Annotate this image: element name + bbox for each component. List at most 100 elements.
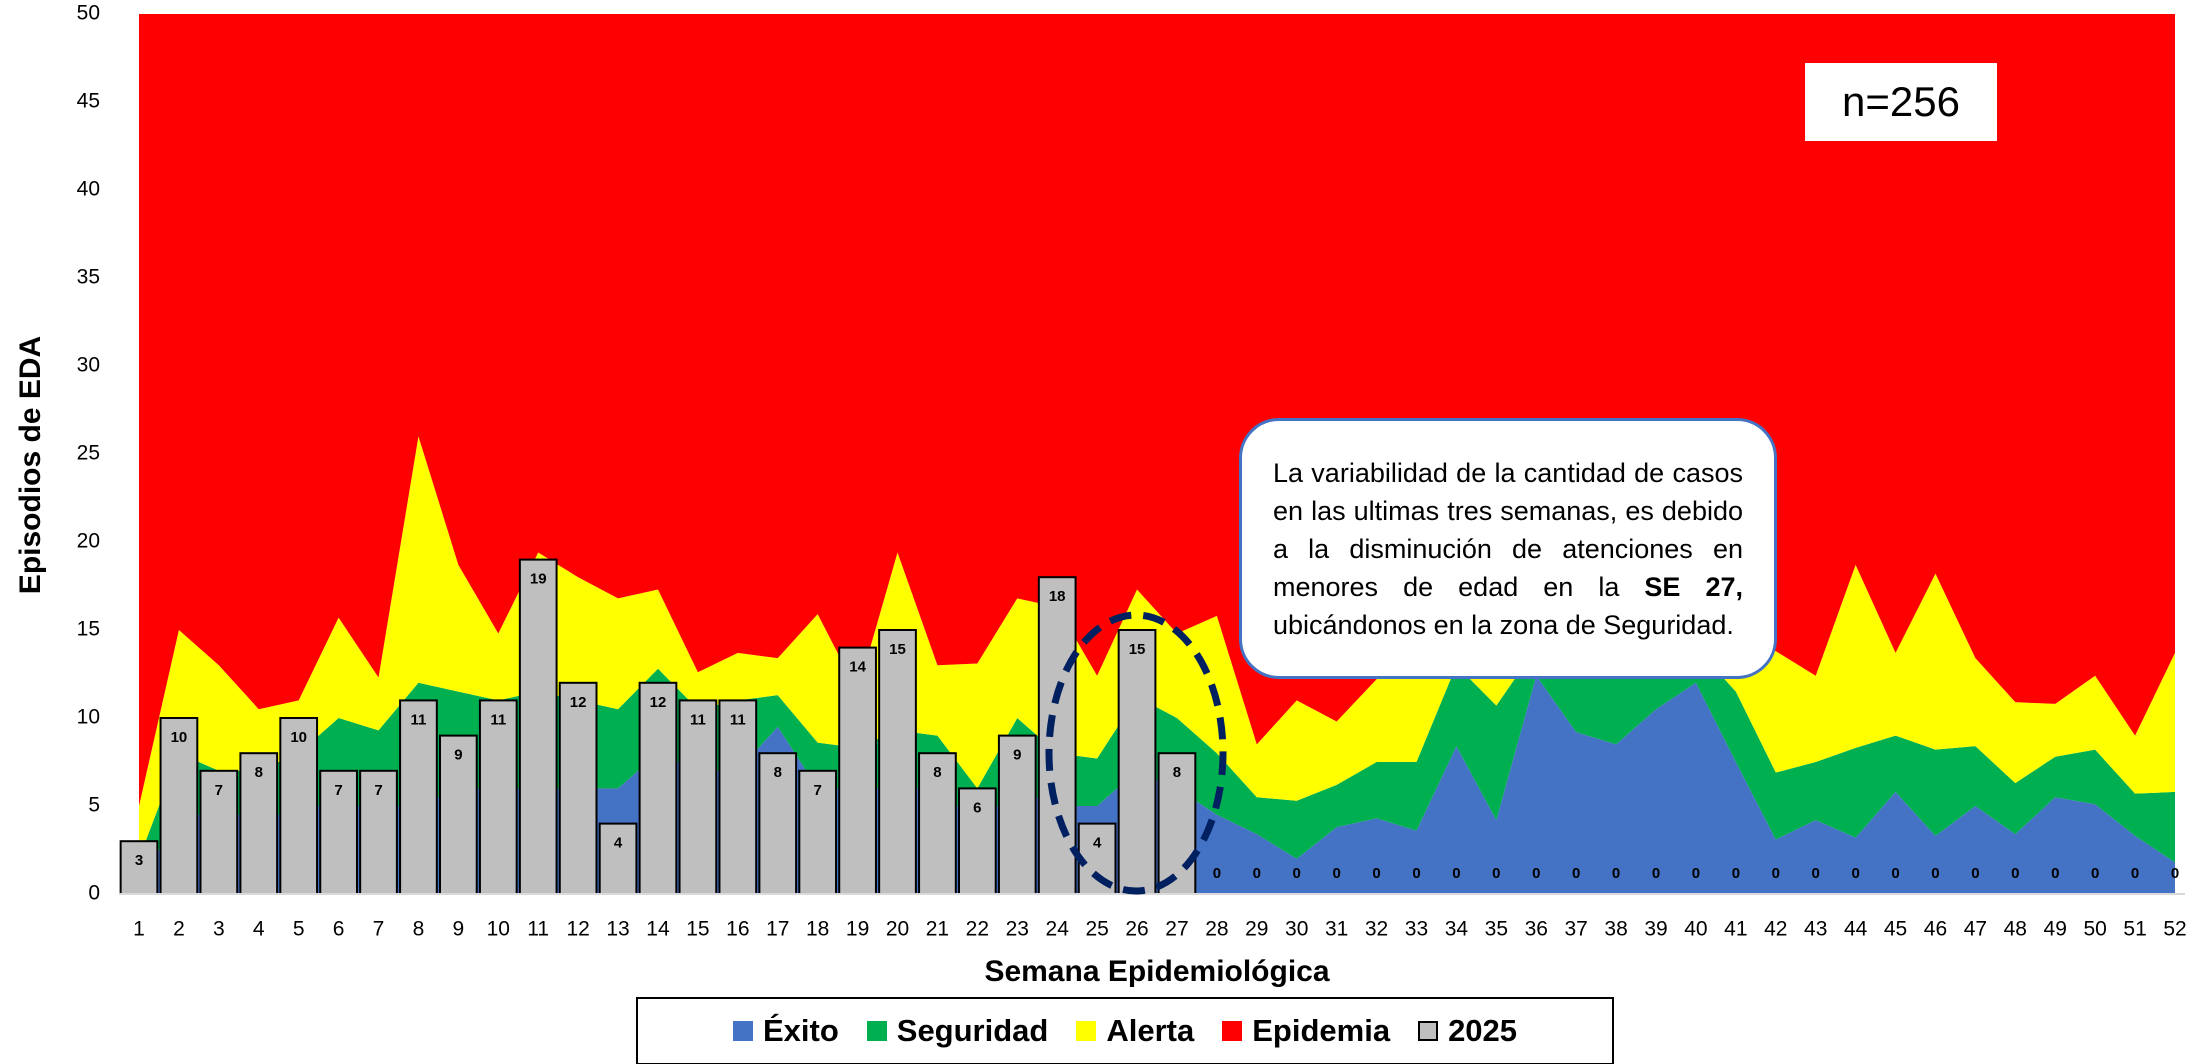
bar — [1037, 576, 1077, 895]
legend-label: 2025 — [1448, 1013, 1518, 1048]
x-tick-label: 46 — [1924, 918, 1947, 941]
bar — [439, 734, 478, 895]
x-tick-label: 40 — [1684, 918, 1707, 941]
callout-part: La variabilidad de la cantidad de casos … — [1273, 457, 1743, 602]
x-tick-label: 23 — [1006, 918, 1029, 941]
x-tick-label: 19 — [846, 918, 869, 941]
bar-value-label: 9 — [1013, 747, 1021, 764]
x-tick-label: 3 — [213, 918, 225, 941]
bar-value-label: 0 — [1931, 865, 1939, 882]
bar-value-label: 0 — [1692, 865, 1700, 882]
bar — [638, 681, 678, 895]
y-axis-title: Episodios de EDA — [14, 336, 47, 594]
bar-value-label: 12 — [570, 694, 587, 711]
n-box: n=256 — [1805, 63, 1997, 141]
bar-value-label: 11 — [411, 711, 427, 728]
y-tick-label: 25 — [77, 442, 100, 465]
bar — [1157, 752, 1197, 896]
bar — [1117, 629, 1157, 895]
x-tick-label: 13 — [606, 918, 629, 941]
x-tick-label: 21 — [926, 918, 949, 941]
y-tick-label: 40 — [77, 178, 100, 201]
legend-swatch — [1222, 1021, 1243, 1041]
x-tick-label: 35 — [1485, 918, 1508, 941]
x-tick-label: 24 — [1046, 918, 1070, 941]
area — [139, 436, 2175, 859]
y-tick-label: 10 — [77, 706, 100, 729]
x-tick-label: 16 — [726, 918, 749, 941]
legend-swatch — [1076, 1021, 1097, 1041]
bar-value-label: 0 — [1372, 865, 1380, 882]
x-tick-label: 18 — [806, 918, 829, 941]
x-tick-label: 51 — [2123, 918, 2146, 941]
bar-value-label: 10 — [171, 729, 188, 746]
x-tick-label: 31 — [1325, 918, 1348, 941]
bar-value-label: 0 — [1732, 865, 1740, 882]
x-tick-label: 14 — [646, 918, 670, 941]
bar-value-label: 11 — [490, 711, 506, 728]
bar-value-label: 0 — [2051, 865, 2059, 882]
x-tick-label: 36 — [1525, 918, 1548, 941]
x-tick-label: 28 — [1205, 918, 1228, 941]
x-tick-label: 11 — [527, 918, 549, 941]
bar-value-label: 0 — [1772, 865, 1780, 882]
bar-value-label: 0 — [1293, 865, 1301, 882]
x-tick-label: 15 — [686, 918, 709, 941]
bars — [119, 558, 1197, 896]
x-tick-label: 17 — [766, 918, 789, 941]
bar-value-label: 0 — [2091, 865, 2099, 882]
bar-value-label: 0 — [1332, 865, 1340, 882]
bar — [878, 629, 917, 895]
x-tick-label: 44 — [1844, 918, 1868, 941]
x-tick-label: 9 — [453, 918, 465, 941]
x-tick-label: 34 — [1445, 918, 1469, 941]
bar — [279, 717, 319, 895]
bar-value-label: 0 — [1492, 865, 1500, 882]
bar-value-label: 0 — [1572, 865, 1580, 882]
bar-value-label: 0 — [1412, 865, 1420, 882]
y-tick-label: 0 — [88, 882, 100, 905]
x-tick-label: 50 — [2083, 918, 2106, 941]
legend-label: Alerta — [1106, 1013, 1195, 1048]
x-tick-label: 20 — [886, 918, 909, 941]
x-tick-label: 10 — [487, 918, 510, 941]
legend-label: Éxito — [762, 1013, 839, 1048]
legend-item: Seguridad — [866, 1013, 1048, 1049]
x-tick-label: 49 — [2044, 918, 2067, 941]
bar — [239, 752, 279, 896]
y-tick-label: 20 — [77, 530, 100, 553]
callout-text: La variabilidad de la cantidad de casos … — [1273, 454, 1743, 644]
bar — [399, 699, 438, 896]
bar-value-label: 18 — [1049, 588, 1066, 605]
bar-value-label: 0 — [1452, 865, 1460, 882]
bar-value-label: 8 — [1173, 764, 1181, 781]
bar-value-label: 7 — [374, 782, 382, 799]
bar-value-label: 8 — [255, 764, 263, 781]
bar — [159, 717, 199, 895]
bar-value-label: 19 — [530, 571, 547, 588]
bar-value-label: 0 — [1851, 865, 1859, 882]
bar-value-label: 0 — [2131, 865, 2139, 882]
legend-item: Alerta — [1076, 1013, 1194, 1049]
x-tick-label: 12 — [566, 918, 589, 941]
bar — [119, 840, 159, 896]
x-tick-label: 47 — [1964, 918, 1987, 941]
x-tick-label: 6 — [333, 918, 345, 941]
legend-swatch — [1418, 1021, 1439, 1041]
bar-value-label: 4 — [614, 835, 623, 852]
x-tick-label: 38 — [1604, 918, 1627, 941]
bar-value-label: 11 — [730, 711, 746, 728]
bar-value-label: 0 — [1652, 865, 1660, 882]
bar-value-label: 0 — [1891, 865, 1899, 882]
bar-value-label: 15 — [1129, 641, 1146, 658]
bar — [798, 769, 838, 895]
y-tick-label: 35 — [77, 266, 100, 289]
bar — [478, 699, 518, 896]
x-tick-label: 39 — [1644, 918, 1667, 941]
bar-value-label: 0 — [1812, 865, 1820, 882]
x-tick-label: 33 — [1405, 918, 1428, 941]
legend: Éxito Seguridad Alerta Epidemia 2025 — [636, 997, 1614, 1064]
y-tick-label: 5 — [88, 794, 100, 817]
x-tick-label: 22 — [966, 918, 989, 941]
